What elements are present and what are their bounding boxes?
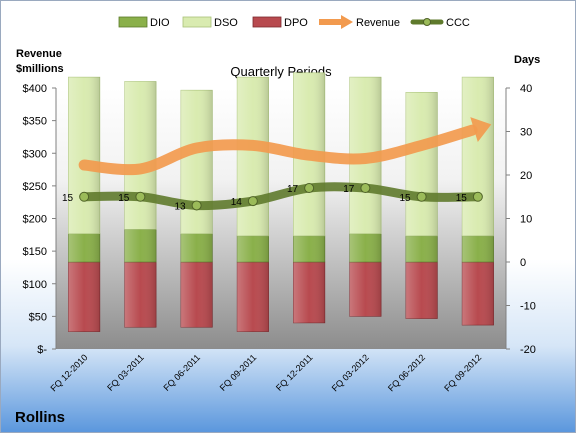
bars (68, 72, 494, 332)
dio-bar-sheen (180, 233, 213, 262)
x-tick-label: FQ 12-2011 (274, 352, 315, 393)
left-tick-label: $50 (29, 311, 47, 323)
dio-bar-sheen (462, 235, 494, 262)
revenue-arrowhead (470, 117, 492, 143)
ccc-point (247, 196, 258, 207)
legend-label-ccc: CCC (446, 17, 470, 29)
left-tick-label: $- (37, 344, 47, 356)
dso-bar-sheen (462, 77, 494, 236)
x-tick-label: FQ 06-2012 (386, 352, 427, 393)
ccc-point (135, 191, 146, 202)
dio-bar-sheen (237, 235, 269, 262)
ccc-data-label: 15 (118, 193, 130, 204)
legend: DIO DSO DPO Revenue CCC (118, 15, 470, 29)
left-tick-label: $300 (23, 148, 47, 160)
ccc-data-label: 15 (400, 193, 412, 204)
right-tick-label: 0 (520, 257, 526, 269)
right-tick-label: 30 (520, 127, 532, 139)
dpo-bar-sheen (124, 262, 157, 328)
revenue-line (78, 124, 478, 176)
x-axis: FQ 12-2010 FQ 03-2011 FQ 06-2011 FQ 09-2011… (49, 352, 484, 393)
left-axis-label-line2: $millions (16, 63, 64, 75)
right-axis-label: Days (514, 54, 540, 66)
ccc-point (304, 183, 315, 194)
legend-label-dio: DIO (150, 17, 170, 29)
dio-bar-sheen (68, 233, 100, 262)
left-axis: $- $50 $100 $150 $200 $250 $300 $350 $400 (23, 83, 57, 356)
left-tick-label: $250 (23, 181, 47, 193)
ccc-point (360, 183, 371, 194)
ccc-point (416, 191, 427, 202)
ccc-data-label: 15 (62, 193, 74, 204)
dpo-bar-sheen (349, 262, 382, 317)
x-tick-label: FQ 09-2012 (442, 352, 483, 393)
legend-swatch-ccc-dot (423, 18, 431, 26)
legend-label-dpo: DPO (284, 17, 308, 29)
ccc-point (191, 200, 202, 211)
ccc-data-label: 17 (287, 184, 299, 195)
dpo-bar-sheen (462, 262, 494, 326)
left-tick-label: $200 (23, 214, 47, 226)
legend-label-dso: DSO (214, 17, 238, 29)
dpo-bar-sheen (405, 262, 438, 319)
ccc-data-label: 17 (343, 184, 355, 195)
right-tick-label: 40 (520, 83, 532, 95)
dpo-bar-sheen (237, 262, 269, 332)
left-tick-label: $150 (23, 246, 47, 258)
ccc-point (472, 191, 483, 202)
right-tick-label: -10 (520, 301, 536, 313)
dio-bar-sheen (293, 235, 325, 262)
right-tick-label: -20 (520, 344, 536, 356)
dso-bar-sheen (405, 92, 438, 236)
x-tick-label: FQ 09-2011 (218, 352, 259, 393)
company-name: Rollins (15, 409, 65, 426)
dpo-bar-sheen (293, 262, 325, 323)
ccc-data-label: 15 (456, 193, 468, 204)
left-tick-label: $350 (23, 116, 47, 128)
ccc-data-label: 14 (231, 197, 243, 208)
dso-bar-sheen (68, 77, 100, 234)
plot-area (56, 88, 506, 349)
dso-bar-sheen (237, 77, 269, 236)
legend-swatch-revenue-head (341, 15, 353, 29)
right-tick-label: 10 (520, 214, 532, 226)
x-tick-label: FQ 03-2012 (330, 352, 371, 393)
x-tick-label: FQ 03-2011 (105, 352, 146, 393)
left-tick-label: $400 (23, 83, 47, 95)
ccc-point (79, 191, 90, 202)
dio-bar-sheen (124, 229, 157, 262)
dio-bar-sheen (405, 235, 438, 262)
x-tick-label: FQ 06-2011 (161, 352, 202, 393)
dso-bar-sheen (124, 81, 157, 230)
left-axis-label-line1: Revenue (16, 48, 62, 60)
dio-bar-sheen (349, 233, 382, 262)
x-tick-label: FQ 12-2010 (49, 352, 90, 393)
left-tick-label: $100 (23, 279, 47, 291)
lines: 15 15 13 14 17 17 15 15 (62, 117, 492, 212)
right-tick-label: 20 (520, 170, 532, 182)
legend-label-revenue: Revenue (356, 17, 400, 29)
legend-swatch-dio (118, 16, 148, 28)
legend-swatch-dso (182, 16, 212, 28)
dpo-bar-sheen (68, 262, 100, 332)
dpo-bar-sheen (180, 262, 213, 328)
ccc-data-label: 13 (175, 201, 187, 212)
right-axis: -20 -10 0 10 20 30 40 (505, 83, 536, 356)
legend-swatch-dpo (252, 16, 282, 28)
